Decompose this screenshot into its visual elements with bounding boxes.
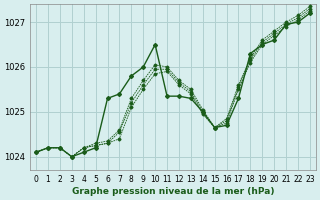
X-axis label: Graphe pression niveau de la mer (hPa): Graphe pression niveau de la mer (hPa) xyxy=(72,187,274,196)
